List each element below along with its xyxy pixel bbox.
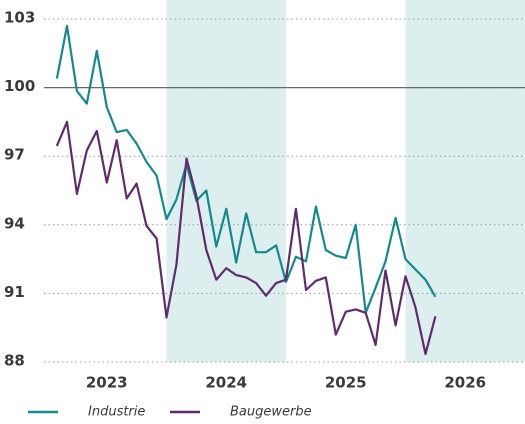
y-tick-label: 100 [4,77,35,95]
legend-label: Baugewerbe [230,405,312,420]
year-band [405,0,525,362]
x-tick-label: 2023 [86,374,128,392]
y-tick-label: 88 [4,352,25,370]
series-line [55,24,437,314]
x-tick-label: 2025 [325,374,367,392]
legend-label: Industrie [88,405,145,420]
series-line [55,120,437,356]
y-tick-label: 94 [4,214,25,232]
y-tick-label: 91 [4,283,25,301]
x-tick-label: 2026 [444,374,486,392]
y-tick-label: 97 [4,146,25,164]
y-tick-label: 103 [4,9,35,27]
x-tick-label: 2024 [205,374,247,392]
year-band [166,0,286,362]
